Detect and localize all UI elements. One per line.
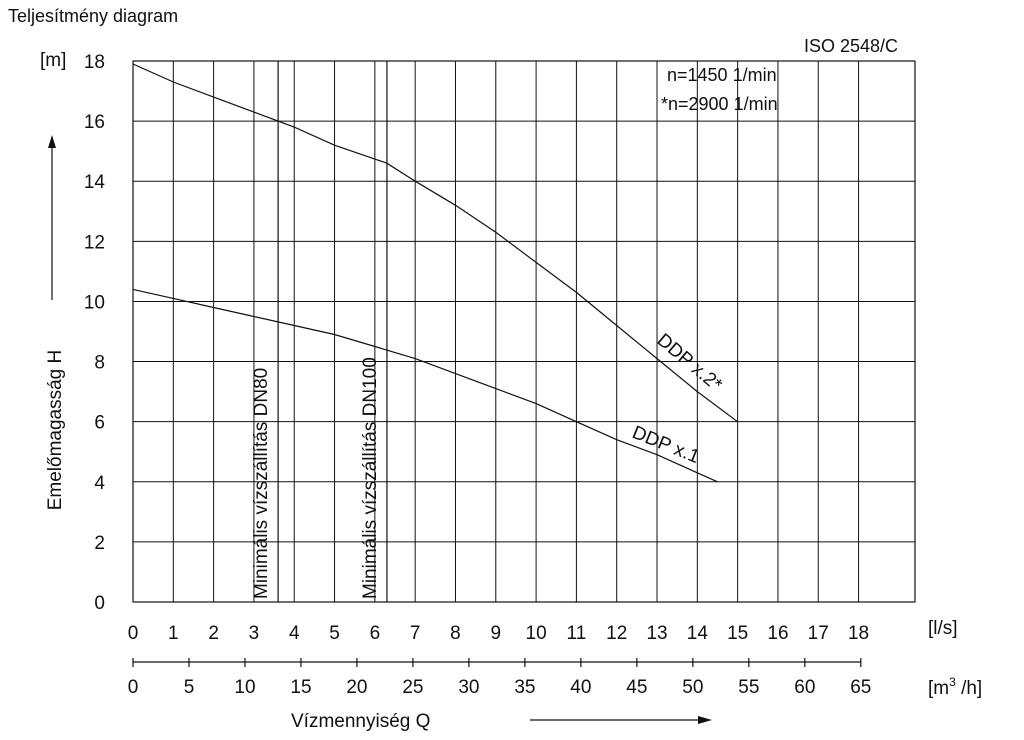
speed-note-1: n=1450 1/min — [667, 65, 777, 85]
y-tick-label: 2 — [94, 533, 105, 554]
x-tick-label-ls: 15 — [727, 623, 748, 644]
x-tick-label-m3h: 25 — [402, 677, 423, 698]
standard-label: ISO 2548/C — [804, 36, 898, 56]
x-tick-label-ls: 6 — [370, 623, 381, 644]
x-tick-label-ls: 2 — [208, 623, 219, 644]
y-axis-arrow — [48, 135, 56, 300]
series-label-ddp-x1: DDP x.1 — [629, 422, 702, 468]
x-tick-label-ls: 3 — [249, 623, 260, 644]
x-tick-label-ls: 0 — [128, 623, 139, 644]
x-tick-label-m3h: 20 — [346, 677, 367, 698]
y-tick-label: 6 — [94, 413, 105, 434]
series-label-ddp-x2: DDP x.2* — [653, 330, 727, 396]
x-tick-label-m3h: 15 — [290, 677, 311, 698]
x-tick-label-ls: 16 — [767, 623, 788, 644]
x-tick-label-m3h: 40 — [570, 677, 591, 698]
min-flow-label-dn100: Minimális vízszállítás DN100 — [360, 357, 381, 599]
x-tick-label-m3h: 55 — [738, 677, 759, 698]
series-line-ddp-x2 — [132, 63, 738, 423]
grid — [132, 60, 916, 603]
x-tick-label-ls: 17 — [808, 623, 829, 644]
series-line-ddp-x1 — [132, 288, 718, 483]
x-tick-label-m3h: 10 — [234, 677, 255, 698]
minimum-flow-markers: Minimális vízszállítás DN80 Minimális víz… — [251, 61, 388, 602]
x-tick-label-m3h: 45 — [626, 677, 647, 698]
x-tick-label-ls: 12 — [606, 623, 627, 644]
x-tick-label-m3h: 65 — [850, 677, 871, 698]
pump-curves: DDP x.2* DDP x.1 — [132, 63, 738, 483]
y-tick-labels: 0 2 4 6 8 10 12 14 16 18 — [84, 52, 106, 614]
x-tick-label-m3h: 0 — [128, 677, 139, 698]
y-tick-label: 4 — [94, 473, 105, 494]
min-flow-label-dn80: Minimális vízszállítás DN80 — [251, 368, 272, 599]
x-tick-label-ls: 18 — [848, 623, 869, 644]
chart-title: Teljesítmény diagram — [8, 6, 178, 26]
speed-note-2: *n=2900 1/min — [661, 94, 778, 114]
y-tick-label: 18 — [84, 52, 105, 73]
y-tick-label: 8 — [94, 353, 105, 374]
y-unit-label: [m] — [40, 50, 66, 71]
secondary-x-axis: 0 5 10 15 20 25 30 35 40 45 50 55 60 65 — [128, 658, 871, 698]
x-tick-label-m3h: 35 — [514, 677, 535, 698]
x-axis-arrow — [530, 716, 712, 724]
x-tick-label-ls: 5 — [329, 623, 340, 644]
x-tick-label-ls: 7 — [410, 623, 421, 644]
x-tick-label-m3h: 30 — [458, 677, 479, 698]
x-unit-m3h-label: [m3 /h] — [928, 675, 982, 699]
x-tick-labels: 0 1 2 3 4 5 6 7 8 9 10 11 12 13 14 15 16 17 18 — [128, 623, 869, 644]
x-tick-label-m3h: 60 — [794, 677, 815, 698]
y-tick-label: 14 — [84, 172, 106, 193]
x-tick-label-ls: 10 — [526, 623, 547, 644]
x-tick-label-ls: 14 — [687, 623, 709, 644]
y-axis-label: Emelőmagasság H — [45, 350, 66, 511]
y-tick-label: 16 — [84, 112, 105, 133]
x-tick-label-ls: 8 — [450, 623, 461, 644]
x-unit-ls-label: [l/s] — [928, 618, 958, 639]
x-tick-label-ls: 11 — [567, 623, 587, 644]
x-tick-label-m3h: 50 — [682, 677, 703, 698]
x-tick-label-ls: 9 — [490, 623, 501, 644]
x-tick-label-ls: 1 — [168, 623, 179, 644]
y-tick-label: 12 — [84, 232, 105, 253]
x-tick-label-ls: 13 — [646, 623, 667, 644]
y-tick-label: 0 — [94, 593, 105, 614]
x-tick-label-m3h: 5 — [184, 677, 195, 698]
y-tick-label: 10 — [84, 292, 105, 313]
x-axis-label: Vízmennyiség Q — [291, 711, 430, 732]
x-tick-label-ls: 4 — [289, 623, 300, 644]
